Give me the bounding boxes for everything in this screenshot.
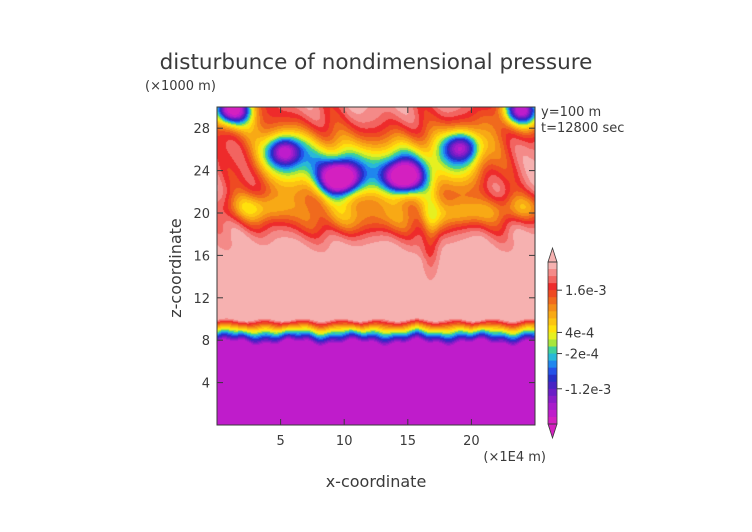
colorbar: [547, 246, 558, 440]
y-axis-ticks: 4 8 12 16 20 24 28: [193, 122, 535, 392]
contour-plot-area: [216, 106, 536, 426]
colorbar-segment: [548, 416, 557, 425]
colorbar-segment: [548, 339, 557, 348]
colorbar-segment: [548, 402, 557, 411]
y-tick-label: 24: [193, 165, 210, 180]
chart-title: disturbunce of nondimensional pressure: [160, 50, 593, 75]
colorbar-segment: [548, 367, 557, 376]
colorbar-segment: [548, 346, 557, 355]
colorbar-label: 1.6e-3: [565, 284, 607, 299]
x-tick-label: 20: [463, 434, 480, 449]
colorbar-segment: [548, 318, 557, 326]
colorbar-labels: 1.6e-3 4e-4 -2e-4 -1.2e-3: [557, 284, 611, 398]
y-tick-label: 16: [193, 249, 210, 264]
y-tick-label: 8: [202, 334, 210, 349]
colorbar-label: 4e-4: [565, 326, 594, 341]
annotation-t: t=12800 sec: [541, 121, 624, 136]
y-axis-unit: (×1000 m): [145, 79, 216, 94]
y-tick-label: 28: [193, 122, 210, 137]
colorbar-segment: [548, 297, 557, 305]
colorbar-segment: [548, 311, 557, 319]
colorbar-label: -1.2e-3: [565, 383, 611, 398]
colorbar-frame: [547, 261, 558, 425]
annotation-y: y=100 m: [541, 105, 601, 120]
x-tick-label: 5: [276, 434, 284, 449]
y-tick-label: 20: [193, 207, 210, 222]
y-tick-label: 12: [193, 292, 210, 307]
colorbar-segment: [548, 262, 557, 270]
y-tick-label: 4: [202, 377, 210, 392]
colorbar-segment: [548, 290, 557, 298]
colorbar-segment: [548, 283, 557, 291]
x-tick-label: 10: [336, 434, 353, 449]
plot-frame: [216, 106, 536, 426]
colorbar-segment: [548, 276, 557, 284]
colorbar-over-triangle: [547, 246, 558, 263]
colorbar-segment: [548, 332, 557, 340]
colorbar-segment: [548, 360, 557, 369]
colorbar-segment: [548, 409, 557, 418]
colorbar-segment: [548, 381, 557, 390]
colorbar-under-triangle: [547, 423, 558, 440]
x-axis-label: x-coordinate: [326, 472, 427, 491]
x-tick-label: 15: [400, 434, 417, 449]
y-axis-label: z-coordinate: [166, 218, 185, 318]
colorbar-segment: [548, 395, 557, 404]
colorbar-segment: [548, 269, 557, 277]
colorbar-segment: [548, 304, 557, 312]
contour-field: [217, 107, 535, 425]
x-axis-ticks: 5 10 15 20: [276, 107, 480, 449]
colorbar-segment: [548, 353, 557, 362]
colorbar-segment: [548, 374, 557, 383]
colorbar-segment: [548, 325, 557, 333]
colorbar-segment: [548, 388, 557, 397]
colorbar-label: -2e-4: [565, 348, 599, 363]
x-axis-unit: (×1E4 m): [483, 450, 546, 465]
